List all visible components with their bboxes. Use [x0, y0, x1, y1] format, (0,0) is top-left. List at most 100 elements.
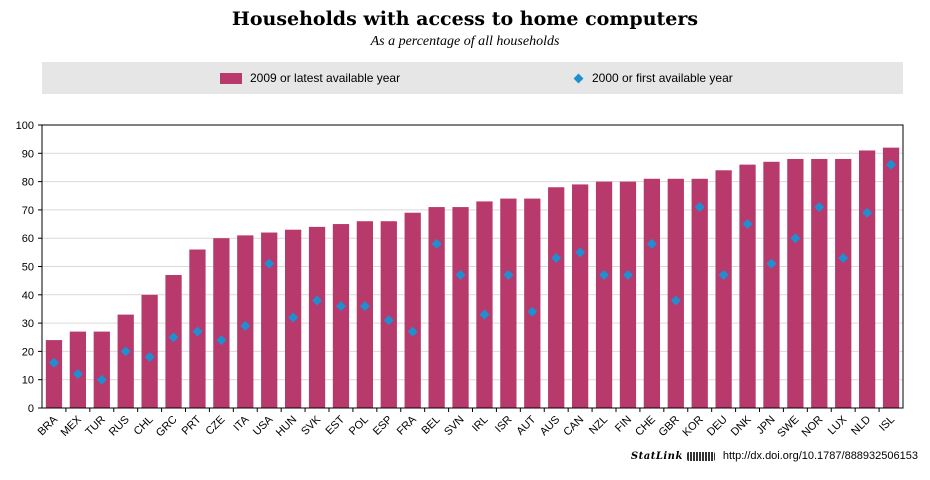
x-tick-label: DEU — [705, 414, 730, 439]
x-tick-label: SWE — [775, 414, 801, 440]
chart-title: Households with access to home computers — [231, 8, 699, 30]
x-tick-label: BRA — [36, 413, 61, 438]
y-tick-label: 0 — [28, 403, 34, 415]
x-tick-label: FRA — [395, 413, 420, 438]
legend-bar-swatch — [220, 72, 242, 84]
bar-usa — [261, 232, 278, 408]
legend-label-2000: 2000 or first available year — [592, 71, 733, 85]
marker-usa — [264, 258, 275, 269]
statlink-url[interactable]: http://dx.doi.org/10.1787/888932506153 — [722, 450, 918, 462]
bar-bel — [428, 207, 445, 408]
bar-tur — [93, 331, 110, 408]
bar-jpn — [763, 161, 780, 408]
marker-est — [335, 301, 346, 312]
bar-kor — [691, 178, 708, 408]
marker-kor — [694, 202, 705, 213]
marker-bel — [431, 238, 442, 249]
x-tick-label: GRC — [154, 414, 180, 440]
marker-chl — [144, 352, 155, 363]
marker-mex — [72, 369, 83, 380]
x-tick-label: IRL — [470, 414, 491, 435]
marker-prt — [192, 326, 203, 337]
marker-fin — [622, 269, 633, 280]
statlink-logo-icon — [686, 451, 715, 461]
bar-est — [332, 224, 350, 408]
bar-nor — [811, 158, 828, 408]
x-tick-label: LUX — [826, 413, 850, 437]
statlink-label: StatLink — [630, 450, 683, 462]
x-tick-label: SVK — [299, 413, 324, 438]
bar-nld — [858, 150, 876, 408]
bar-rus — [117, 314, 134, 408]
marker-che — [646, 238, 657, 249]
legend-label-2009: 2009 or latest available year — [250, 71, 401, 85]
x-tick-label: FIN — [613, 414, 634, 435]
y-tick-label: 70 — [22, 205, 34, 217]
x-tick-label: GBR — [657, 414, 682, 439]
legend: 2009 or latest available year 2000 or fi… — [42, 62, 903, 94]
footer: StatLink http://dx.doi.org/10.1787/88893… — [631, 450, 918, 462]
x-tick-label: KOR — [680, 414, 705, 439]
marker-swe — [790, 233, 801, 244]
marker-nzl — [599, 269, 610, 280]
x-tick-label: ITA — [231, 413, 251, 433]
marker-ita — [240, 320, 251, 331]
marker-jpn — [766, 258, 777, 269]
bar-pol — [356, 221, 374, 408]
marker-nor — [814, 202, 825, 213]
x-tick-label: ESP — [371, 414, 395, 438]
bar-svk — [308, 226, 326, 408]
marker-pol — [359, 301, 370, 312]
x-tick-label: CHE — [633, 414, 658, 439]
bar-irl — [476, 201, 493, 408]
y-tick-label: 90 — [22, 148, 34, 160]
bar-lux — [835, 158, 852, 408]
marker-esp — [383, 315, 394, 326]
y-tick-label: 50 — [22, 262, 34, 274]
bar-che — [643, 178, 661, 408]
bar-cze — [213, 238, 230, 408]
x-tick-label: NOR — [800, 414, 826, 440]
marker-grc — [168, 332, 179, 343]
x-tick-label: HUN — [274, 414, 299, 439]
marker-isr — [503, 269, 514, 280]
x-tick-label: RUS — [107, 414, 132, 439]
y-tick-label: 30 — [22, 318, 34, 330]
y-tick-label: 100 — [16, 120, 34, 132]
marker-svk — [312, 295, 323, 306]
x-tick-label: AUS — [538, 414, 562, 438]
x-tick-label: USA — [251, 413, 276, 438]
y-tick-label: 40 — [22, 290, 34, 302]
x-tick-label: CZE — [203, 414, 227, 438]
bar-fin — [619, 181, 637, 408]
x-tick-label: NZL — [587, 414, 610, 437]
marker-fra — [407, 326, 418, 337]
marker-lux — [838, 253, 849, 264]
y-tick-label: 10 — [22, 375, 34, 387]
marker-rus — [120, 346, 131, 357]
bar-svn — [452, 207, 469, 408]
bar-aus — [548, 187, 565, 408]
legend-item-2009: 2009 or latest available year — [220, 62, 400, 94]
bar-dnk — [739, 164, 756, 408]
x-tick-label: SVN — [442, 414, 467, 439]
marker-bra — [48, 357, 59, 368]
marker-aut — [527, 306, 538, 317]
y-tick-label: 80 — [22, 177, 34, 189]
bar-deu — [715, 170, 732, 408]
bar-esp — [380, 221, 397, 408]
y-tick-label: 20 — [22, 346, 34, 358]
marker-irl — [479, 309, 490, 320]
marker-gbr — [670, 295, 681, 306]
bar-isr — [500, 198, 517, 408]
x-tick-label: JPN — [754, 414, 777, 437]
bar-isl — [882, 147, 900, 408]
x-tick-label: PRT — [180, 413, 204, 437]
x-tick-label: CHL — [132, 414, 156, 438]
x-tick-label: EST — [323, 413, 347, 437]
bar-nzl — [595, 181, 613, 408]
x-tick-label: DNK — [729, 413, 754, 438]
bar-bra — [45, 340, 63, 408]
bar-aut — [524, 198, 541, 408]
x-tick-label: MEX — [59, 413, 85, 439]
